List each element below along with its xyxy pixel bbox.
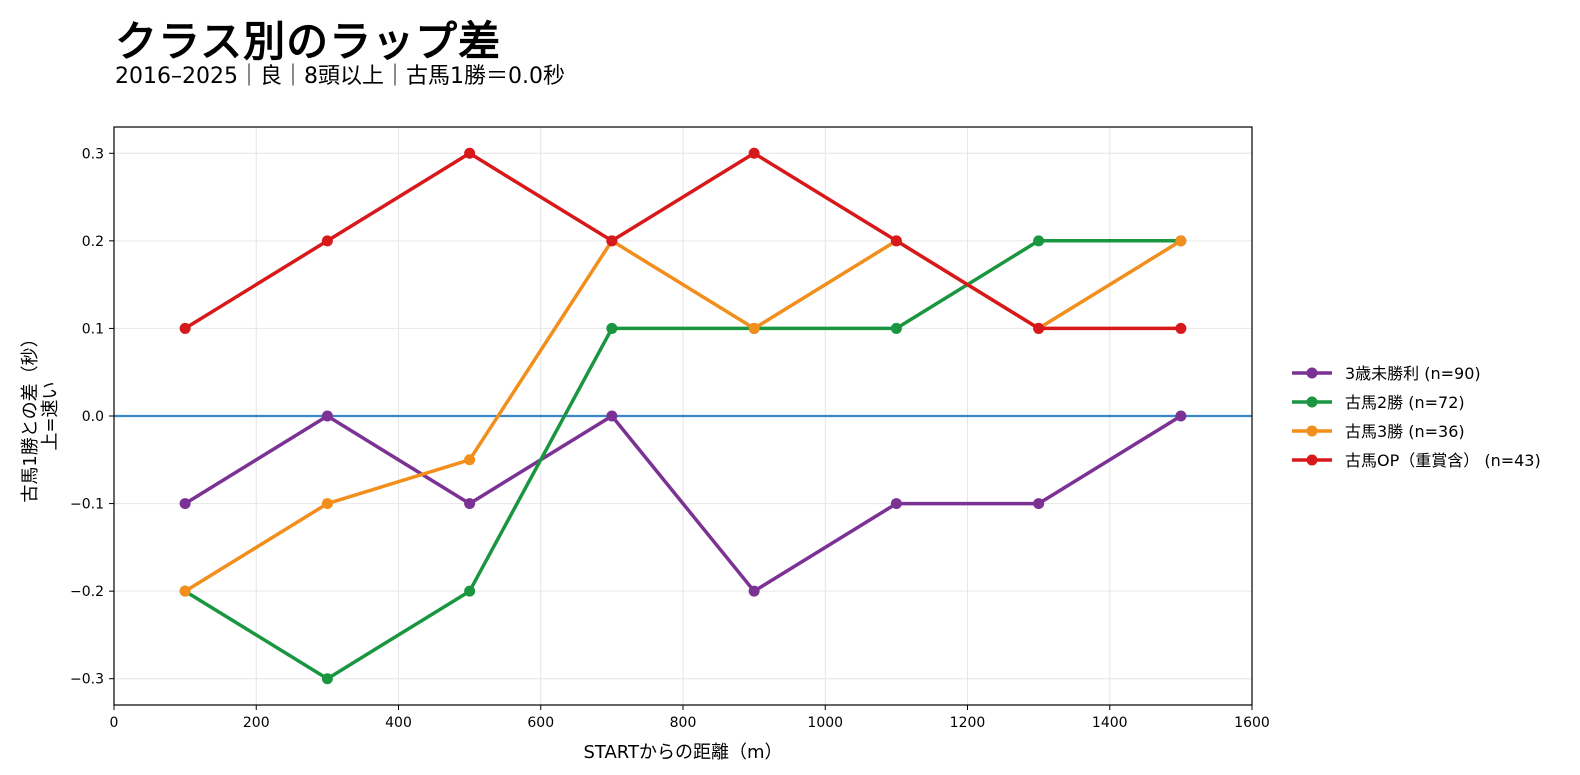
x-tick-label: 1400 [1092,715,1128,731]
y-tick-label: 0.2 [82,234,104,250]
x-tick-label: 600 [527,715,554,731]
y-tick-label: −0.2 [70,584,104,600]
data-point [321,410,333,422]
data-point [748,322,760,334]
x-tick-label: 200 [243,715,270,731]
legend-label: 古馬OP（重賞含） (n=43) [1345,451,1541,470]
data-point [606,410,618,422]
series-line-2 [184,239,1181,681]
data-point [464,454,476,466]
data-point [890,322,902,334]
x-tick-label: 0 [110,715,119,731]
legend-label: 古馬2勝 (n=72) [1345,393,1465,412]
data-point [748,147,760,159]
x-tick-label: 1200 [950,715,986,731]
data-point [1033,235,1045,247]
data-point [1033,322,1045,334]
y-tick-label: 0.0 [82,409,104,425]
data-point [179,585,191,597]
y-tick-label: 0.3 [82,146,104,162]
data-point [179,498,191,510]
data-point [179,322,191,334]
legend-swatch-marker [1306,425,1318,437]
legend-label: 3歳未勝利 (n=90) [1345,364,1481,383]
legend-swatch-marker [1306,396,1318,408]
x-axis-label: STARTからの距離（m） [583,742,782,763]
data-point [464,585,476,597]
y-axis-label-line: 古馬1勝との差（秒） [20,329,41,502]
data-point [748,585,760,597]
data-point [890,498,902,510]
chart-subtitle: 2016–2025｜良｜8頭以上｜古馬1勝＝0.0秒 [115,64,565,89]
data-point [464,498,476,510]
data-point [1175,322,1187,334]
series-line-4 [184,151,1181,331]
data-point [1175,235,1187,247]
y-axis-label-line: 上=速い [40,381,61,450]
y-tick-label: −0.1 [70,497,104,513]
x-tick-label: 1000 [807,715,843,731]
legend-swatch-marker [1306,367,1318,379]
data-point [890,235,902,247]
y-tick-label: 0.1 [82,321,104,337]
y-axis-label: 古馬1勝との差（秒）上=速い [20,329,61,502]
legend-swatch-marker [1306,454,1318,466]
data-point [1033,498,1045,510]
data-point [606,322,618,334]
x-tick-label: 400 [385,715,412,731]
data-point [321,498,333,510]
data-point [606,235,618,247]
y-tick-label: −0.3 [70,672,104,688]
x-tick-label: 1600 [1234,715,1270,731]
data-point [464,147,476,159]
data-point [321,673,333,685]
chart-title: クラス別のラップ差 [115,17,502,66]
legend-label: 古馬3勝 (n=36) [1345,422,1465,441]
x-tick-label: 800 [670,715,697,731]
series-line-1 [184,414,1182,593]
data-point [321,235,333,247]
data-point [1175,410,1187,422]
